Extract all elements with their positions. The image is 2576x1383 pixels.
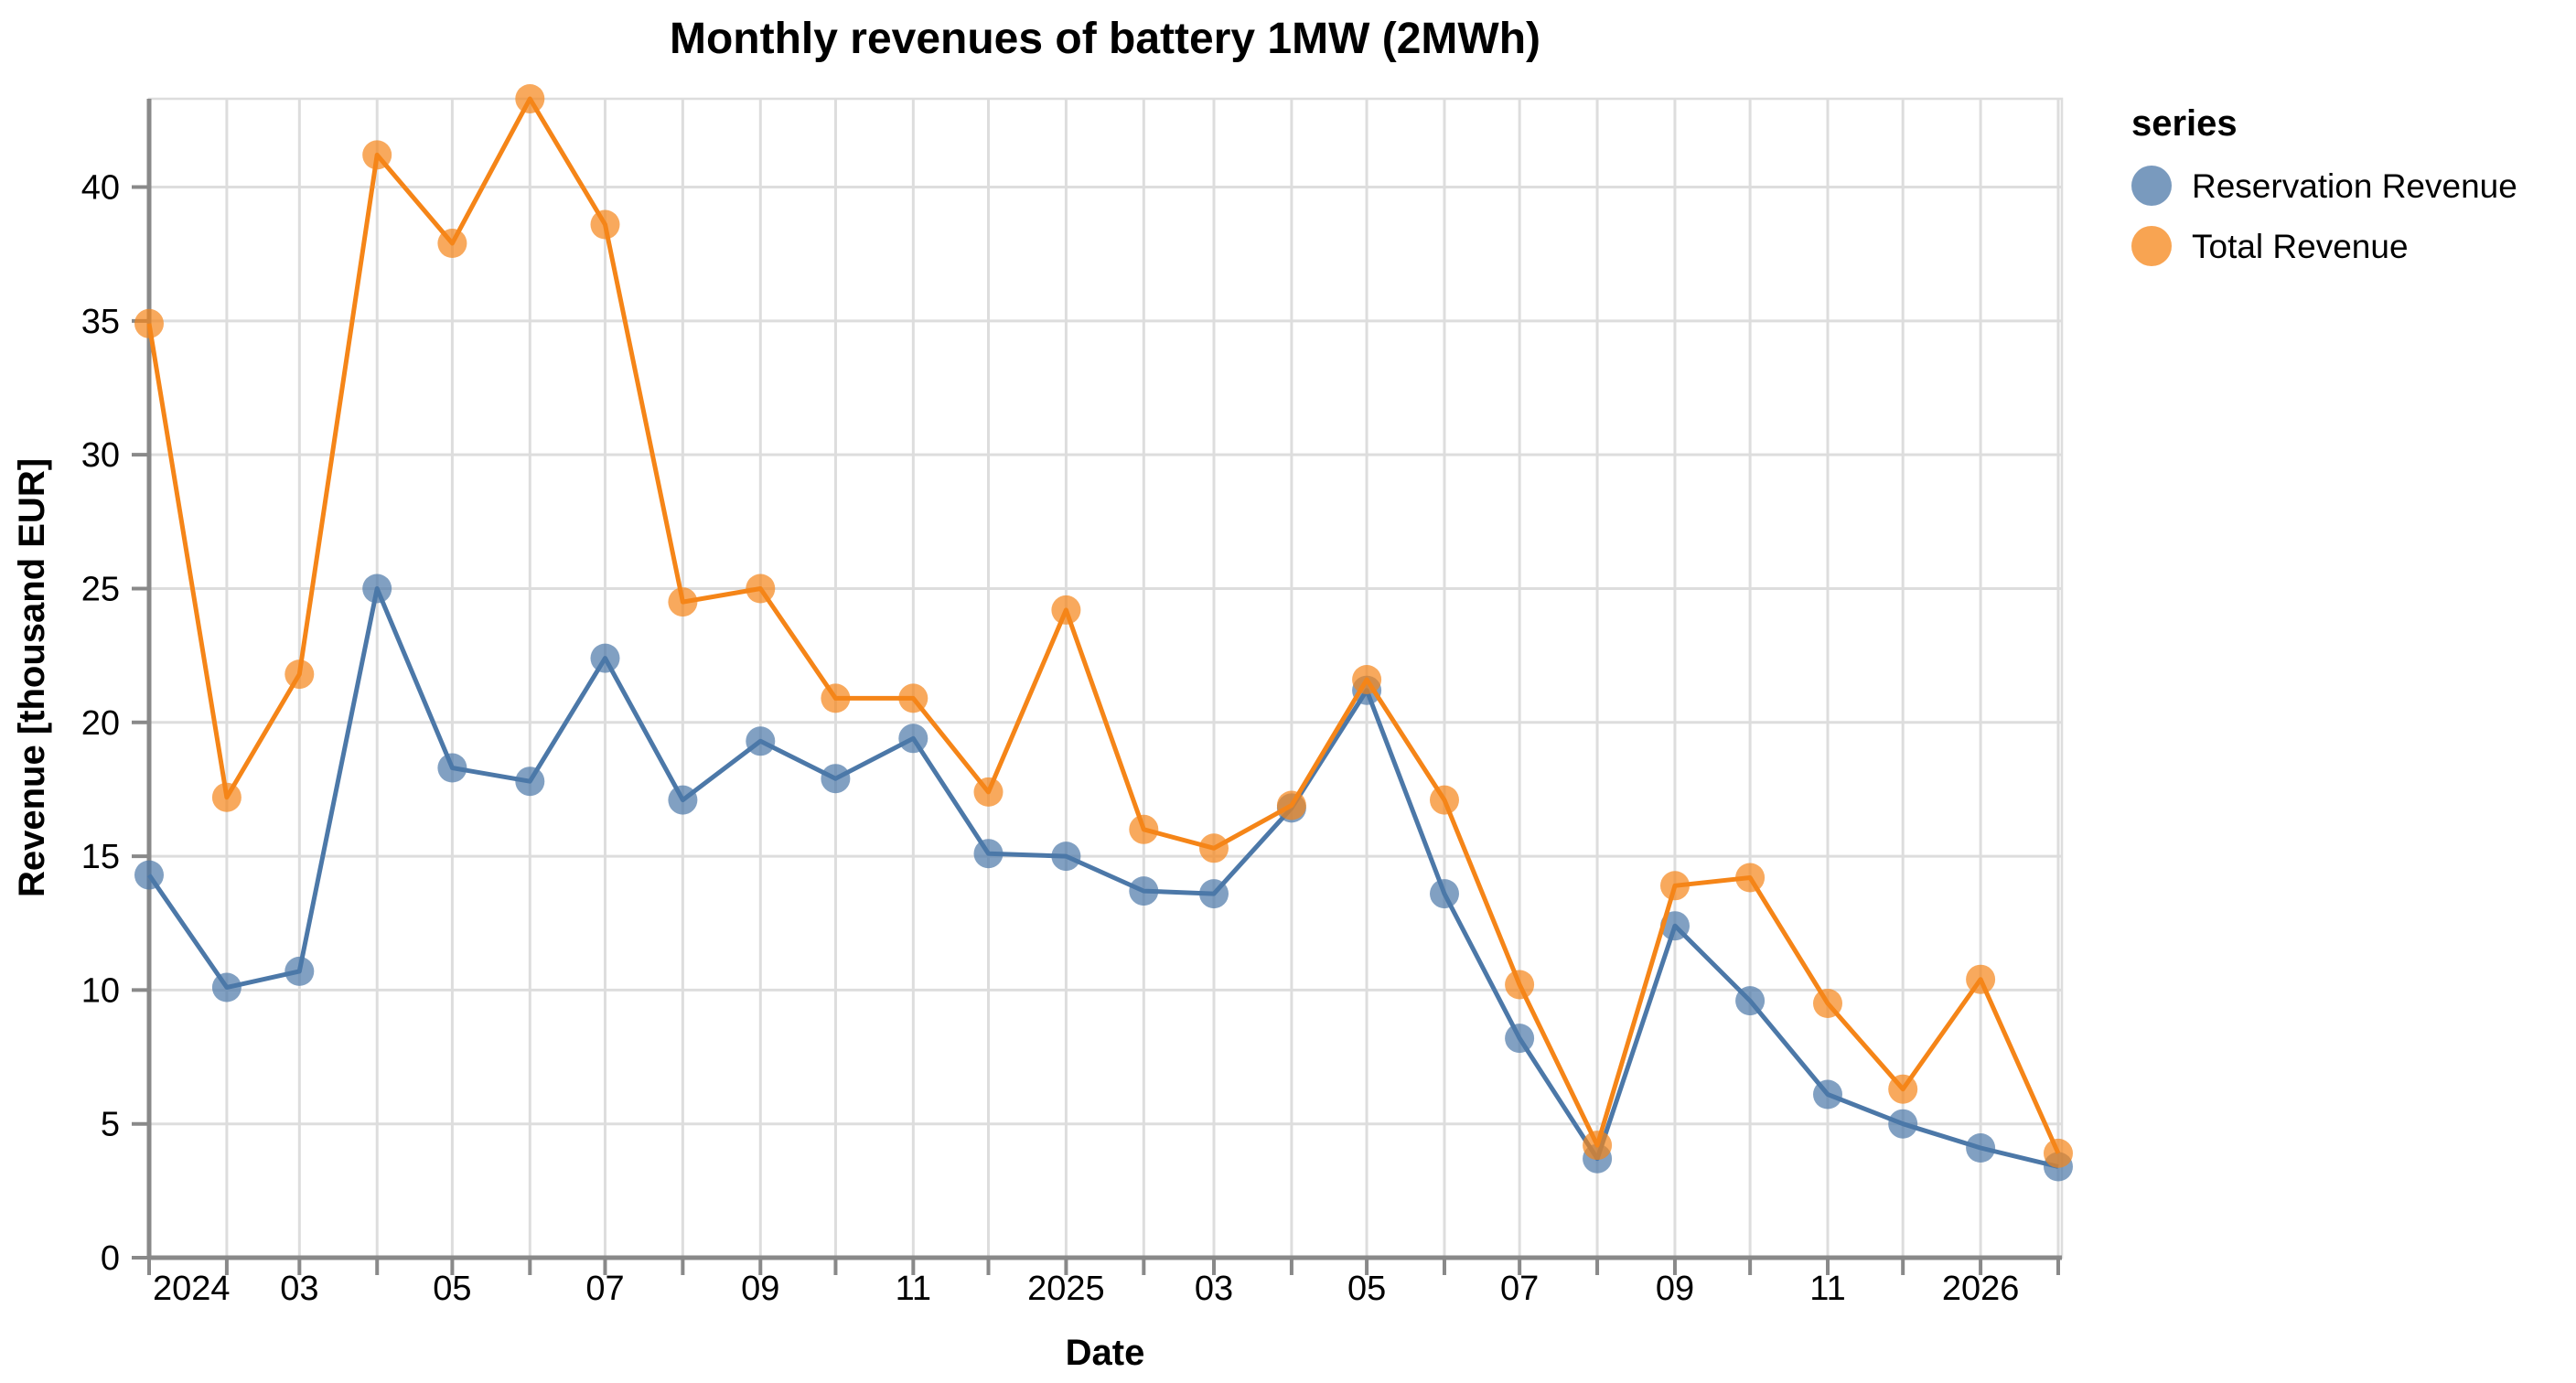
series-reservation-revenue — [134, 574, 2073, 1182]
data-point-marker — [1583, 1131, 1613, 1161]
x-tick-label: 09 — [741, 1270, 779, 1308]
x-tick-label: 09 — [1656, 1270, 1694, 1308]
legend-swatch-reservation-icon — [2131, 166, 2172, 206]
x-axis-title: Date — [1066, 1333, 1145, 1373]
data-point-marker — [437, 753, 467, 783]
data-point-marker — [134, 308, 164, 338]
data-point-marker — [1660, 911, 1690, 941]
data-point-marker — [437, 229, 467, 258]
y-tick-label: 5 — [101, 1106, 120, 1144]
y-tick-label: 25 — [81, 570, 120, 608]
x-tick-label: 2024 — [153, 1270, 231, 1308]
data-point-marker — [1352, 665, 1382, 694]
legend-label-total: Total Revenue — [2192, 228, 2409, 265]
x-tick-label: 2026 — [1942, 1270, 2020, 1308]
data-point-marker — [1051, 595, 1081, 625]
legend-title: series — [2131, 103, 2238, 144]
data-point-marker — [362, 574, 392, 604]
data-point-marker — [1660, 871, 1690, 901]
y-tick-label: 20 — [81, 704, 120, 743]
data-point-marker — [2044, 1138, 2073, 1168]
data-point-marker — [973, 777, 1004, 807]
y-tick-label: 0 — [101, 1239, 120, 1278]
y-axis-title: Revenue [thousand EUR] — [12, 458, 52, 897]
data-point-marker — [1430, 879, 1459, 909]
x-tick-label: 03 — [280, 1270, 318, 1308]
data-point-marker — [134, 860, 164, 890]
series-marks — [134, 84, 2073, 1182]
data-point-marker — [1199, 879, 1229, 909]
data-point-marker — [898, 724, 928, 754]
series-line — [146, 586, 2059, 1169]
x-tick-label: 05 — [433, 1270, 471, 1308]
data-point-marker — [1966, 964, 1996, 994]
y-tick-label: 30 — [81, 436, 120, 475]
data-point-marker — [515, 767, 545, 797]
data-point-marker — [1735, 986, 1766, 1016]
data-point-marker — [1430, 785, 1459, 815]
data-point-marker — [284, 956, 315, 986]
data-point-marker — [1888, 1109, 1918, 1139]
y-tick-label: 10 — [81, 971, 120, 1010]
data-point-marker — [1888, 1074, 1918, 1104]
y-tick-label: 40 — [81, 169, 120, 208]
data-point-marker — [746, 574, 776, 604]
data-point-marker — [746, 726, 776, 756]
x-tick-label: 2025 — [1027, 1270, 1105, 1308]
data-point-marker — [973, 839, 1004, 869]
x-tick-label: 11 — [1809, 1270, 1845, 1308]
data-point-marker — [1129, 876, 1159, 906]
legend-entry-total-revenue: Total Revenue — [2131, 226, 2409, 266]
data-point-marker — [821, 683, 851, 713]
data-point-marker — [898, 683, 928, 713]
legend-label-reservation: Reservation Revenue — [2192, 167, 2517, 205]
data-point-marker — [590, 209, 620, 240]
data-point-marker — [362, 140, 392, 170]
data-point-marker — [1966, 1133, 1996, 1163]
plot-border — [147, 97, 2064, 1260]
x-tick-label: 07 — [585, 1270, 624, 1308]
data-point-marker — [1051, 842, 1081, 872]
data-point-marker — [1505, 970, 1535, 1000]
legend-swatch-total-icon — [2131, 226, 2172, 266]
x-tick-label: 11 — [896, 1270, 931, 1308]
y-tick-label: 35 — [81, 303, 120, 341]
data-point-marker — [590, 643, 620, 673]
data-point-marker — [1129, 814, 1159, 844]
data-point-marker — [1735, 863, 1766, 893]
x-tick-label: 05 — [1347, 1270, 1386, 1308]
data-point-marker — [1276, 790, 1306, 820]
data-point-marker — [821, 764, 851, 794]
data-point-marker — [1813, 989, 1842, 1018]
data-point-marker — [515, 84, 545, 113]
data-point-marker — [284, 659, 315, 690]
series-total-revenue — [134, 84, 2073, 1168]
series-line — [146, 96, 2061, 1154]
x-tick-label: 03 — [1195, 1270, 1233, 1308]
data-point-marker — [1813, 1079, 1842, 1110]
data-point-marker — [668, 587, 698, 617]
y-tick-label: 15 — [81, 838, 120, 876]
x-tick-label: 07 — [1500, 1270, 1539, 1308]
data-point-marker — [211, 782, 242, 812]
data-point-marker — [668, 785, 698, 815]
data-point-marker — [1505, 1024, 1535, 1054]
legend-entry-reservation-revenue: Reservation Revenue — [2131, 166, 2517, 206]
legend: series Reservation Revenue Total Revenue — [2131, 103, 2517, 266]
gridlines — [147, 97, 2064, 1260]
chart-title: Monthly revenues of battery 1MW (2MWh) — [670, 15, 1540, 63]
data-point-marker — [1199, 833, 1229, 863]
data-point-marker — [211, 972, 242, 1002]
